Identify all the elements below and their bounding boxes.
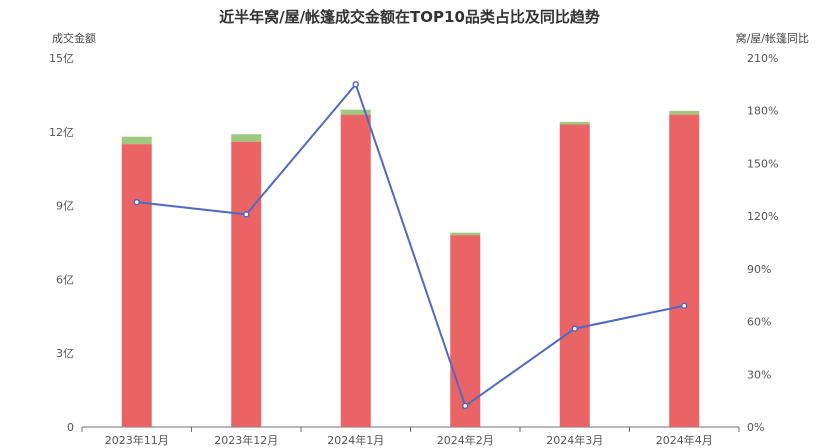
- x-tick-label: 2024年4月: [656, 433, 713, 447]
- yoy-point: [243, 211, 250, 218]
- bar-segment-top: [559, 121, 590, 125]
- bar-segment-main: [231, 141, 262, 427]
- x-tick-label: 2024年1月: [327, 433, 384, 447]
- yoy-point: [133, 198, 140, 206]
- bar-segment-top: [669, 110, 700, 115]
- y2-tick-label: 90%: [747, 263, 771, 276]
- y2-tick-label: 150%: [747, 157, 778, 170]
- bar-segment-top: [231, 134, 262, 142]
- bar-segment-main: [559, 124, 590, 428]
- yoy-point: [462, 402, 469, 410]
- bar-segment-top: [121, 136, 152, 145]
- yoy-point: [571, 325, 578, 332]
- y-tick-label: 15亿: [49, 52, 74, 65]
- x-tick-label: 2023年12月: [214, 433, 278, 447]
- y-tick-label: 12亿: [49, 126, 74, 139]
- bar-segment-main: [669, 114, 700, 427]
- bar-segment-top: [340, 109, 371, 115]
- bar-segment-top: [450, 232, 481, 236]
- y2-tick-label: 180%: [747, 105, 778, 118]
- x-tick-label: 2024年3月: [546, 433, 603, 447]
- x-tick-label: 2024年2月: [437, 433, 494, 447]
- bar-segment-main: [450, 235, 481, 427]
- y-tick-label: 9亿: [56, 200, 74, 213]
- y-tick-label: 6亿: [56, 273, 74, 286]
- y2-tick-label: 120%: [747, 210, 778, 223]
- bar-segment-main: [340, 114, 371, 427]
- y-axis-title: 成交金额: [52, 32, 96, 45]
- y-tick-label: 3亿: [56, 347, 74, 360]
- x-tick-label: 2023年11月: [105, 433, 169, 447]
- yoy-point: [352, 81, 359, 88]
- y2-tick-label: 0%: [747, 421, 764, 434]
- y2-tick-label: 60%: [747, 316, 771, 329]
- chart-title: 近半年窝/屋/帐篷成交金额在TOP10品类占比及同比趋势: [219, 8, 600, 26]
- y2-tick-label: 210%: [747, 52, 778, 65]
- y2-tick-label: 30%: [747, 368, 771, 381]
- bar-segment-main: [121, 144, 152, 427]
- yoy-line: [136, 82, 685, 408]
- y2-axis-title: 窝/屋/帐篷同比: [735, 32, 809, 45]
- yoy-point: [681, 302, 688, 310]
- y-tick-label: 0: [67, 421, 74, 434]
